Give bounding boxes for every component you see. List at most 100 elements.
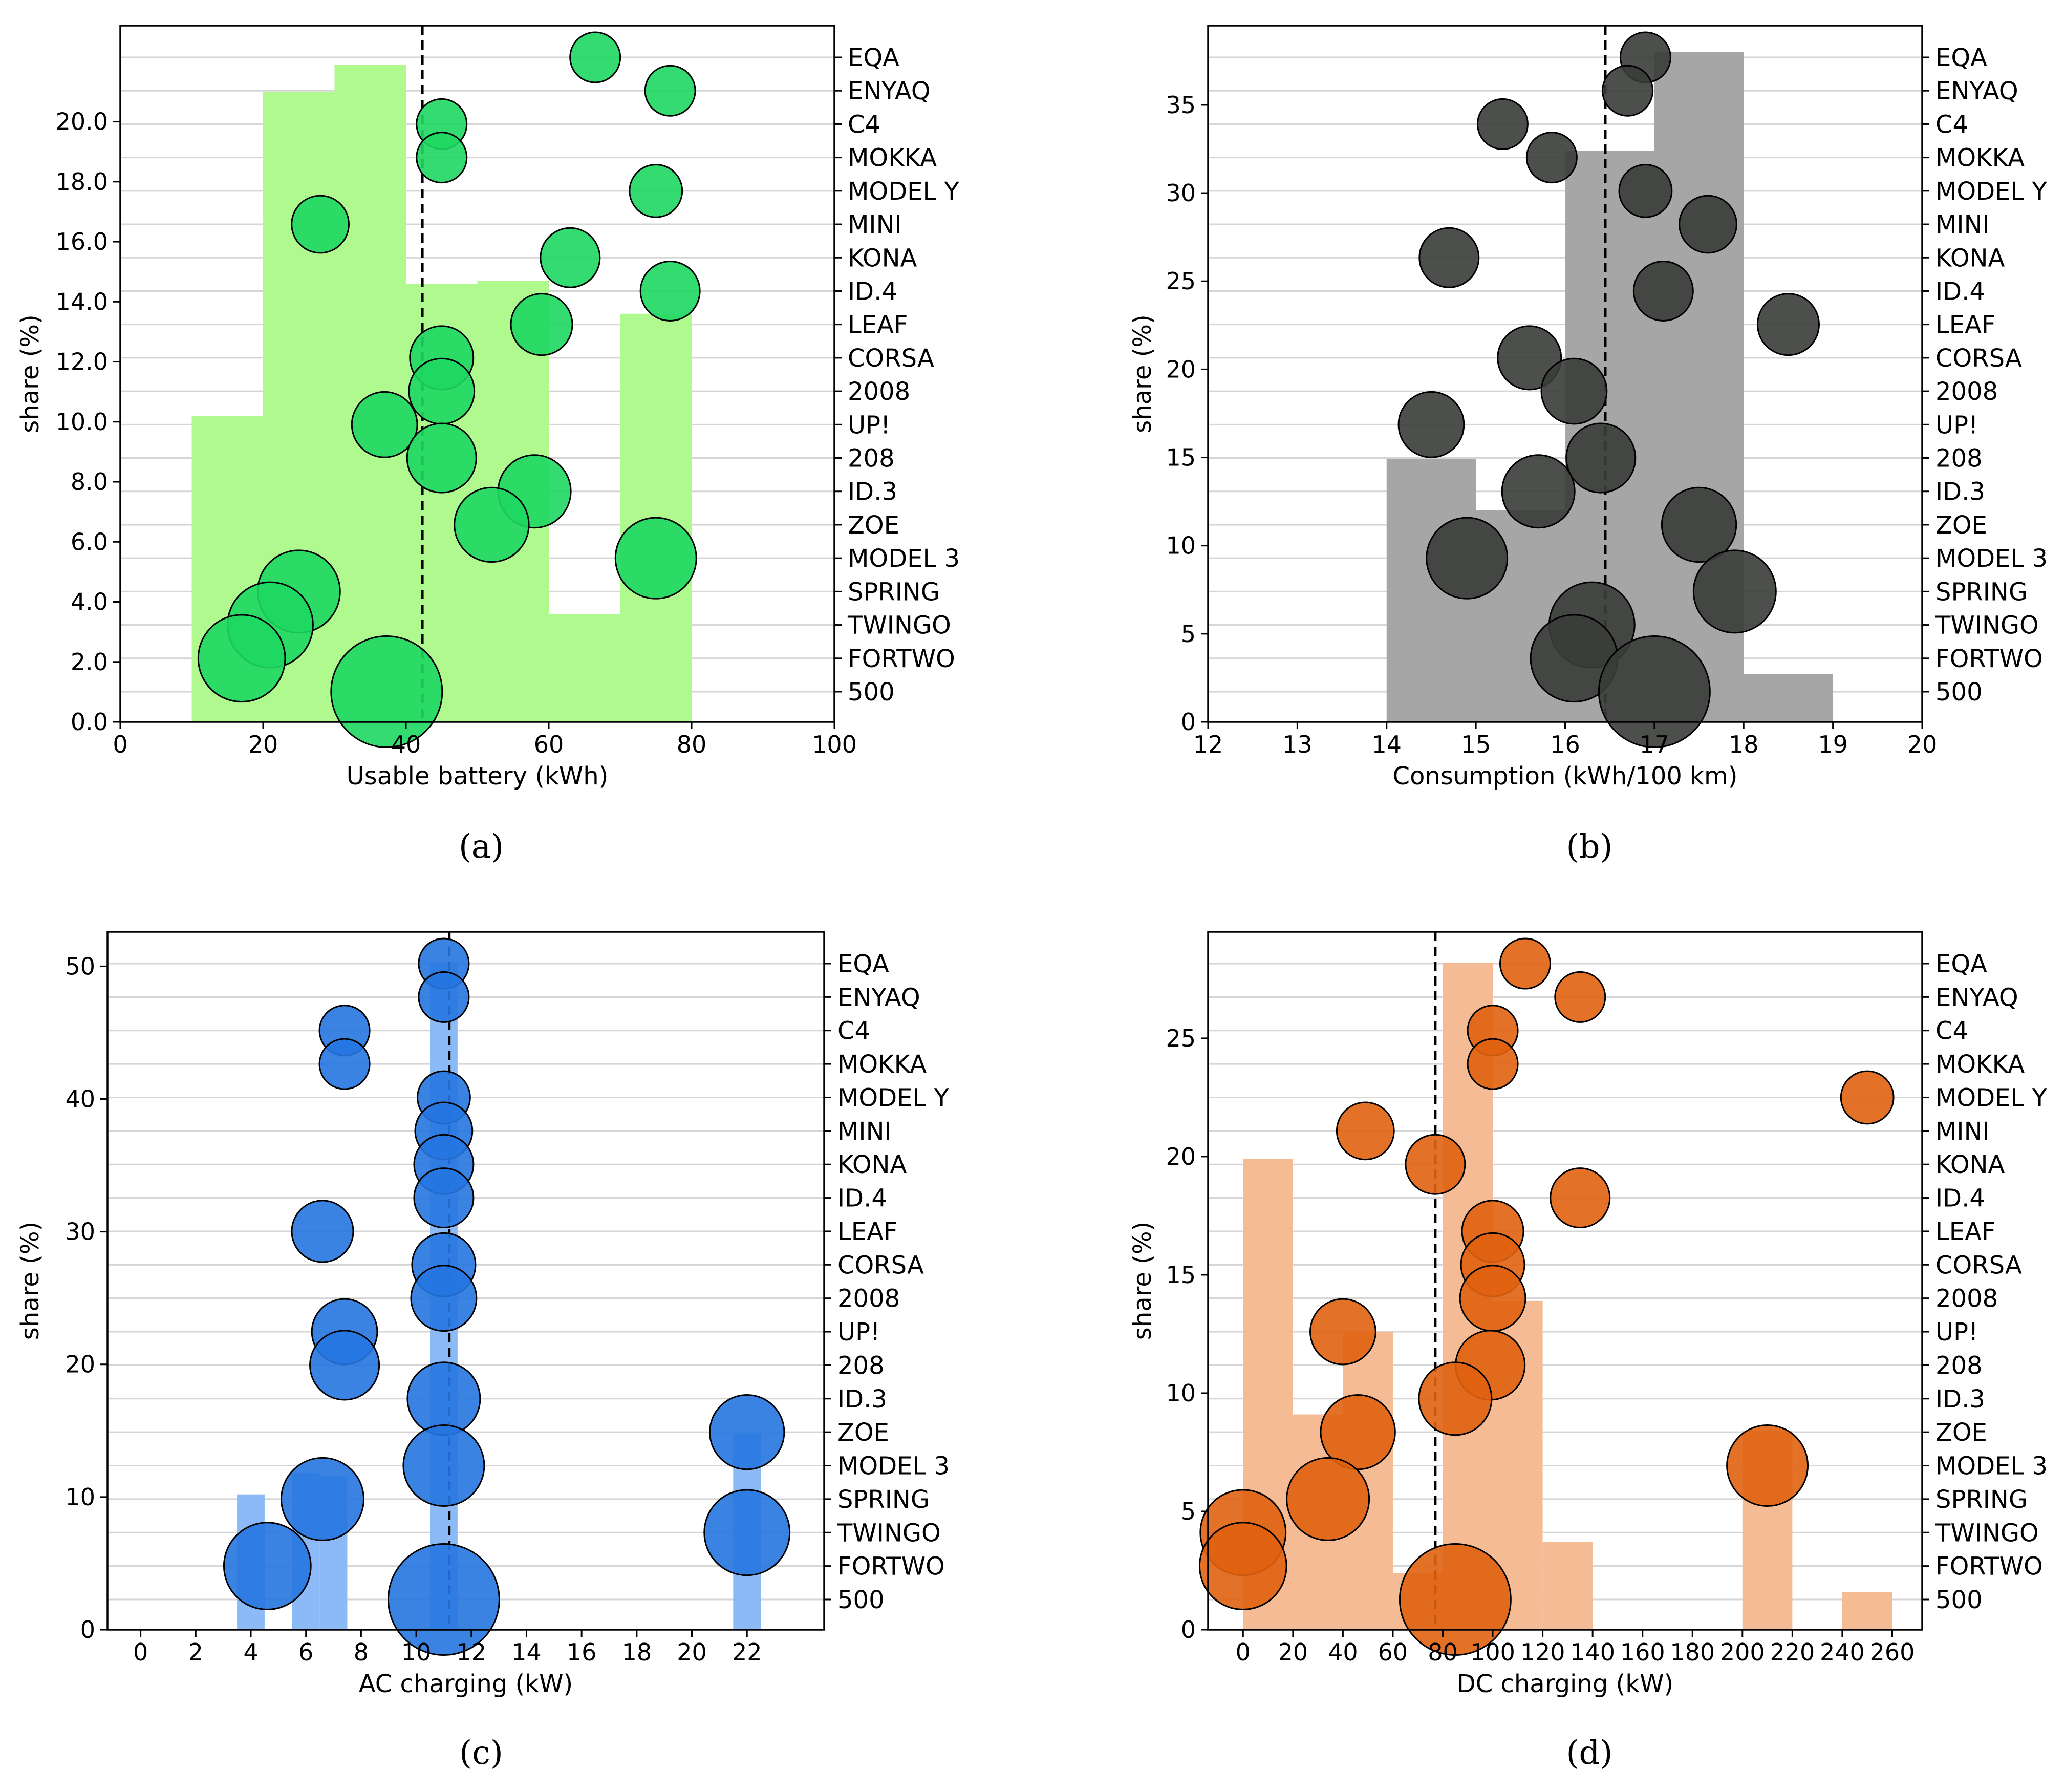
y-tick-label: 40 xyxy=(65,1085,95,1113)
histogram-bar xyxy=(1744,674,1833,722)
model-label: SPRING xyxy=(1935,578,2028,606)
data-point xyxy=(1399,1543,1512,1656)
data-point xyxy=(510,293,573,356)
model-label: MOKKA xyxy=(1935,144,2025,173)
model-label: 208 xyxy=(837,1351,885,1380)
model-label: ID.3 xyxy=(837,1385,887,1414)
model-label: MINI xyxy=(1935,210,1990,239)
model-label: FORTWO xyxy=(837,1552,945,1581)
x-tick-label: 40 xyxy=(1328,1638,1358,1666)
model-label: MODEL 3 xyxy=(848,544,960,573)
model-label: KONA xyxy=(848,244,917,272)
model-label: ENYAQ xyxy=(1935,983,2018,1012)
x-tick-label: 20 xyxy=(677,1638,707,1666)
model-label: 2008 xyxy=(1935,1285,1998,1313)
model-label: C4 xyxy=(1935,1017,1968,1046)
x-tick-label: 260 xyxy=(1870,1638,1915,1666)
y-tick-label: 4.0 xyxy=(71,588,108,616)
model-label: TWINGO xyxy=(1935,611,2039,640)
y-tick-label: 50 xyxy=(65,952,95,980)
data-point xyxy=(1618,163,1673,218)
data-point xyxy=(1501,454,1576,529)
data-point xyxy=(569,31,621,83)
histogram-bar xyxy=(1842,1592,1892,1630)
data-point xyxy=(309,1330,380,1401)
y-tick-label: 20 xyxy=(65,1351,95,1378)
x-tick-label: 18 xyxy=(1729,731,1759,758)
model-label: C4 xyxy=(837,1017,870,1046)
data-point xyxy=(709,1394,785,1470)
y-tick-label: 10 xyxy=(1166,532,1196,560)
model-label: EQA xyxy=(1935,44,1987,72)
model-label: MODEL Y xyxy=(1935,1083,2047,1112)
x-tick-label: 17 xyxy=(1640,731,1670,758)
model-label: UP! xyxy=(1935,411,1978,439)
data-point xyxy=(540,227,601,288)
x-tick-label: 60 xyxy=(1378,1638,1408,1666)
y-tick-label: 20 xyxy=(1166,1143,1196,1170)
y-axis-label: share (%) xyxy=(16,314,45,433)
plot-frame xyxy=(106,931,825,1631)
data-point xyxy=(639,260,701,322)
data-point xyxy=(1397,391,1465,458)
model-label: KONA xyxy=(837,1150,907,1179)
data-point xyxy=(1554,971,1606,1023)
data-point xyxy=(318,1038,371,1090)
panel-d: 0 20 40 60 80 100 120 140 160 180 200 220 240 260 0 5 10… xyxy=(1128,931,2048,1772)
data-point xyxy=(703,1489,791,1576)
data-point xyxy=(1497,325,1562,391)
x-tick-label: 100 xyxy=(812,731,857,758)
model-label: 500 xyxy=(837,1586,885,1614)
data-point xyxy=(223,1522,312,1611)
x-tick-label: 13 xyxy=(1282,731,1313,758)
x-tick-label: 2 xyxy=(188,1638,203,1666)
y-tick-label: 18.0 xyxy=(56,168,108,196)
model-label: C4 xyxy=(848,110,880,139)
data-point xyxy=(1525,132,1578,184)
model-label: UP! xyxy=(837,1318,880,1347)
x-axis-label: Consumption (kWh/100 km) xyxy=(1393,762,1738,791)
x-axis-label: Usable battery (kWh) xyxy=(347,762,609,791)
data-point xyxy=(1661,486,1737,563)
model-label: MOKKA xyxy=(848,144,937,173)
model-label: ID.4 xyxy=(837,1184,887,1213)
model-label: MINI xyxy=(837,1117,892,1146)
model-label: 500 xyxy=(848,678,895,707)
data-point xyxy=(418,971,470,1023)
model-label: TWINGO xyxy=(837,1519,941,1547)
data-point xyxy=(1336,1101,1395,1161)
model-label: CORSA xyxy=(1935,1251,2022,1279)
x-tick-label: 14 xyxy=(511,1638,542,1666)
data-point xyxy=(291,195,350,254)
data-point xyxy=(644,65,696,117)
model-label: ENYAQ xyxy=(848,77,931,105)
model-label: EQA xyxy=(1935,950,1987,978)
model-label: EQA xyxy=(848,44,899,72)
x-tick-label: 10 xyxy=(401,1638,432,1666)
y-tick-label: 5 xyxy=(1181,1498,1196,1525)
data-point xyxy=(1692,549,1777,634)
x-tick-label: 19 xyxy=(1818,731,1848,758)
x-tick-label: 80 xyxy=(1428,1638,1458,1666)
x-tick-label: 0 xyxy=(1236,1638,1251,1666)
y-tick-label: 0 xyxy=(80,1616,95,1644)
model-label: MODEL Y xyxy=(848,177,959,206)
y-tick-label: 30 xyxy=(1166,179,1196,207)
model-label: MODEL 3 xyxy=(1935,1452,2048,1481)
model-label: KONA xyxy=(1935,1150,2005,1179)
x-tick-label: 220 xyxy=(1770,1638,1815,1666)
model-label: TWINGO xyxy=(847,611,951,640)
data-point xyxy=(1459,1265,1526,1332)
data-point xyxy=(351,391,418,458)
model-label: 2008 xyxy=(1935,377,1998,406)
x-tick-label: 15 xyxy=(1461,731,1491,758)
data-point xyxy=(1756,293,1820,356)
data-point xyxy=(197,614,286,703)
model-label: MOKKA xyxy=(837,1050,927,1079)
data-point xyxy=(1499,937,1551,990)
model-label: MODEL Y xyxy=(837,1083,949,1112)
data-point xyxy=(1598,635,1711,748)
data-point xyxy=(406,422,477,494)
x-tick-label: 80 xyxy=(677,731,707,758)
